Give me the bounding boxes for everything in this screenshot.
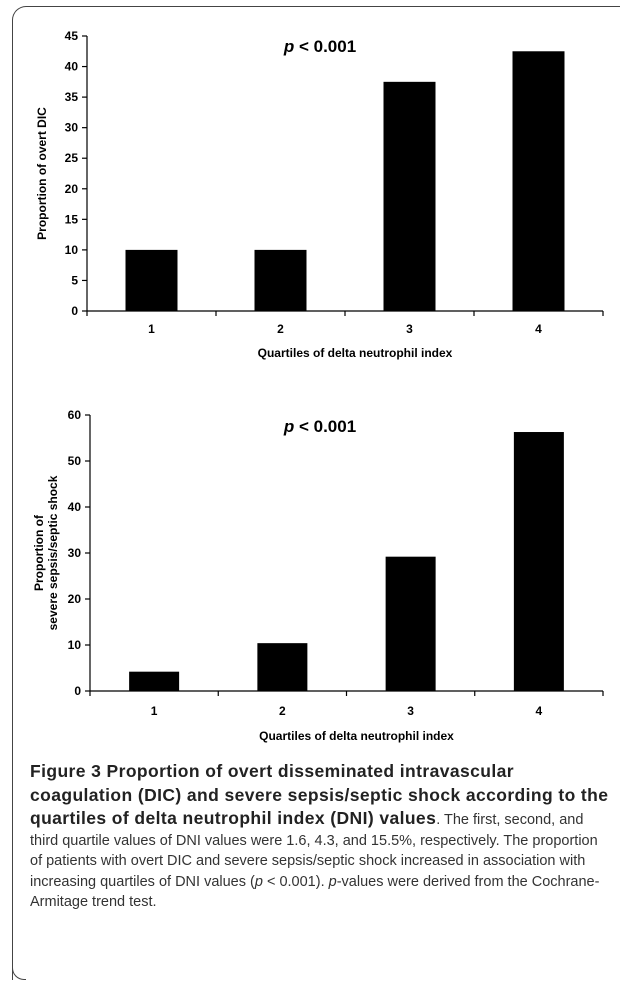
y-axis-label: severe sepsis/septic shock (46, 475, 60, 630)
caption-text-2: < 0.001). (262, 873, 329, 890)
y-tick-label: 20 (65, 182, 79, 196)
x-tick-label: 1 (151, 704, 158, 718)
y-axis-label: Proportion of (32, 514, 46, 591)
y-tick-label: 25 (65, 151, 79, 165)
bar-q3 (385, 556, 436, 691)
y-tick-label: 20 (68, 592, 82, 606)
y-tick-label: 50 (68, 454, 82, 468)
x-tick-label: 2 (279, 704, 286, 718)
p-symbol: p (283, 417, 294, 436)
bar-q3 (383, 81, 436, 311)
caption-text-3: -values were derived from the Cochrane-A… (30, 873, 600, 911)
bar-q4 (512, 51, 565, 312)
caption-title: Figure 3 Proportion of overt disseminate… (30, 761, 608, 828)
p-value-annotation: p < 0.001 (283, 37, 356, 56)
bar-q1 (129, 671, 180, 691)
caption-p-symbol: p (254, 873, 263, 890)
x-tick-label: 4 (536, 704, 543, 718)
y-tick-label: 5 (71, 273, 78, 287)
x-tick-label: 4 (535, 322, 542, 336)
caption-title-text: Proportion of overt disseminated intrava… (30, 761, 609, 828)
y-tick-label: 40 (65, 60, 79, 74)
caption-label: Figure 3 (30, 761, 102, 781)
x-axis-label: Quartiles of delta neutrophil index (259, 729, 454, 743)
chart-severe-sepsis: 0 10 20 30 40 50 60 1 2 3 4 Quartiles of delta neut… (32, 408, 604, 743)
y-tick-label: 40 (68, 500, 82, 514)
y-tick-label: 0 (71, 304, 78, 318)
figure-frame (12, 6, 620, 980)
y-tick-label: 60 (68, 408, 82, 422)
x-tick-label: 2 (277, 322, 284, 336)
y-tick-label: 15 (65, 212, 79, 226)
y-tick-label: 10 (68, 638, 82, 652)
p-threshold: < 0.001 (294, 37, 356, 56)
figure-caption: Figure 3 Proportion of overt disseminate… (30, 760, 612, 913)
y-tick-label: 45 (65, 29, 79, 43)
caption-p-symbol-2: p (328, 873, 337, 890)
y-tick-label: 0 (74, 684, 81, 698)
caption-text-1: . The first, second, and third quartile … (30, 812, 598, 890)
bar-q2 (257, 643, 308, 691)
x-tick-label: 3 (406, 322, 413, 336)
p-symbol: p (283, 37, 294, 56)
y-axis-label: Proportion of overt DIC (35, 107, 49, 240)
p-threshold: < 0.001 (294, 417, 356, 436)
y-tick-label: 30 (65, 121, 79, 135)
x-tick-label: 3 (407, 704, 414, 718)
p-value-annotation: p < 0.001 (283, 417, 356, 436)
x-tick-label: 1 (148, 322, 155, 336)
y-tick-label: 35 (65, 90, 79, 104)
bar-q2 (254, 249, 307, 311)
x-axis-label: Quartiles of delta neutrophil index (258, 346, 453, 360)
y-tick-label: 30 (68, 546, 82, 560)
bar-q1 (125, 249, 178, 311)
y-tick-label: 10 (65, 243, 79, 257)
bar-q4 (513, 432, 564, 691)
chart-overt-dic: 0 5 10 15 20 25 30 35 40 45 1 2 3 4 Quartiles of delta… (35, 29, 604, 360)
